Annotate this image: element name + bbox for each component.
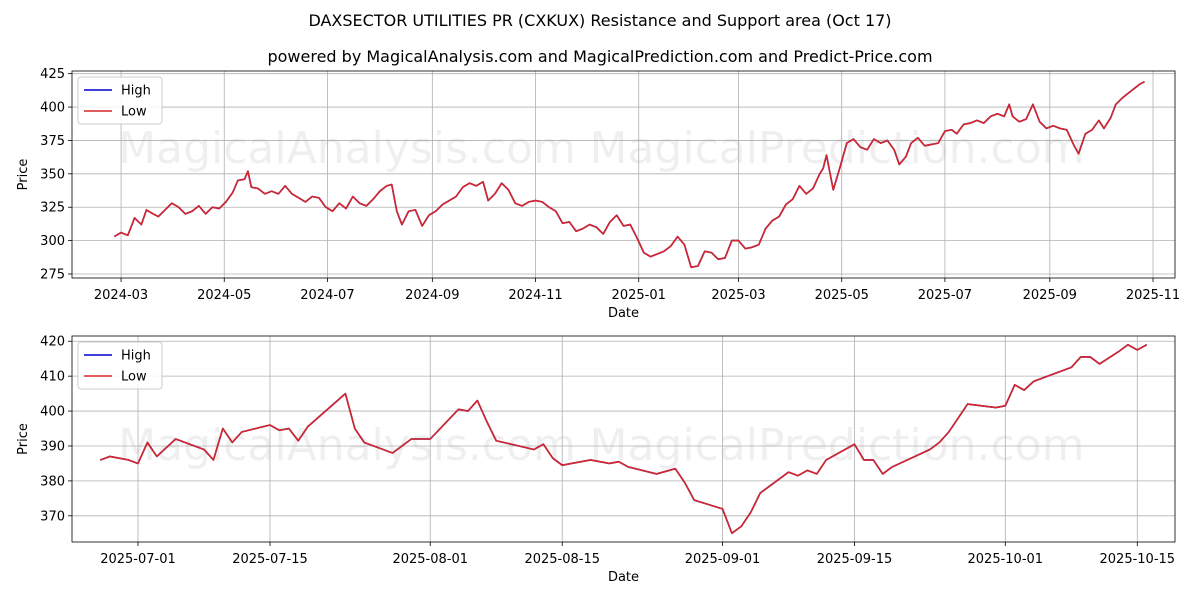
x-tick-label: 2024-05 xyxy=(197,288,251,303)
y-tick-label: 375 xyxy=(40,134,65,149)
y-tick-label: 420 xyxy=(40,335,65,350)
legend: High Low xyxy=(77,341,163,390)
watermark-text: MagicalPrediction.com xyxy=(590,123,1085,174)
y-tick-label: 425 xyxy=(40,67,65,82)
x-tick-label: 2025-07-15 xyxy=(232,552,308,567)
x-tick-label: 2024-07 xyxy=(300,288,354,303)
plot-area-frame xyxy=(71,70,1176,279)
x-tick-label: 2025-09 xyxy=(1023,288,1077,303)
price-chart-recent-range: MagicalAnalysis.com MagicalPrediction.com… xyxy=(16,335,1176,585)
watermark-text: MagicalPrediction.com xyxy=(590,420,1085,471)
x-tick-label: 2025-10-15 xyxy=(1100,552,1176,567)
x-tick-label: 2024-03 xyxy=(94,288,148,303)
x-tick-label: 2025-05 xyxy=(815,288,869,303)
series-line-low xyxy=(100,343,1148,535)
y-tick-label: 350 xyxy=(40,167,65,182)
legend-label-low: Low xyxy=(121,105,147,120)
series-line-low xyxy=(113,80,1145,269)
legend-box xyxy=(77,341,163,390)
y-axis-label: Price xyxy=(16,159,31,191)
y-tick-label: 370 xyxy=(40,509,65,524)
y-tick-label: 400 xyxy=(40,405,65,420)
x-tick-label: 2025-10-01 xyxy=(968,552,1044,567)
chart-subtitle: powered by MagicalAnalysis.com and Magic… xyxy=(267,47,932,66)
x-tick-label: 2025-11 xyxy=(1126,288,1180,303)
y-axis-label: Price xyxy=(16,423,31,455)
x-tick-label: 2025-09-15 xyxy=(817,552,893,567)
legend-box xyxy=(77,76,163,125)
y-tick-label: 275 xyxy=(40,267,65,282)
y-tick-label: 380 xyxy=(40,474,65,489)
x-tick-label: 2025-07-01 xyxy=(100,552,176,567)
x-tick-label: 2024-09 xyxy=(405,288,459,303)
y-tick-label: 390 xyxy=(40,439,65,454)
y-tick-label: 410 xyxy=(40,370,65,385)
legend-label-low: Low xyxy=(121,370,147,385)
x-tick-label: 2025-09-01 xyxy=(685,552,761,567)
x-tick-label: 2025-08-15 xyxy=(524,552,600,567)
x-axis-label: Date xyxy=(608,570,639,585)
legend-label-high: High xyxy=(121,84,151,99)
y-tick-label: 300 xyxy=(40,234,65,249)
chart-title: DAXSECTOR UTILITIES PR (CXKUX) Resistanc… xyxy=(308,11,891,30)
x-tick-label: 2025-08-01 xyxy=(392,552,468,567)
legend: High Low xyxy=(77,76,163,125)
x-tick-label: 2025-03 xyxy=(711,288,765,303)
watermark-text: MagicalAnalysis.com xyxy=(118,123,576,174)
price-chart-full-range: MagicalAnalysis.com MagicalPrediction.com… xyxy=(16,67,1180,321)
x-tick-label: 2024-11 xyxy=(508,288,562,303)
x-tick-label: 2025-07 xyxy=(918,288,972,303)
plot-area-frame xyxy=(71,335,1176,543)
y-tick-label: 400 xyxy=(40,101,65,116)
watermark-text: MagicalAnalysis.com xyxy=(118,420,576,471)
x-tick-label: 2025-01 xyxy=(612,288,666,303)
y-tick-label: 325 xyxy=(40,201,65,216)
x-axis-label: Date xyxy=(608,306,639,321)
legend-label-high: High xyxy=(121,349,151,364)
